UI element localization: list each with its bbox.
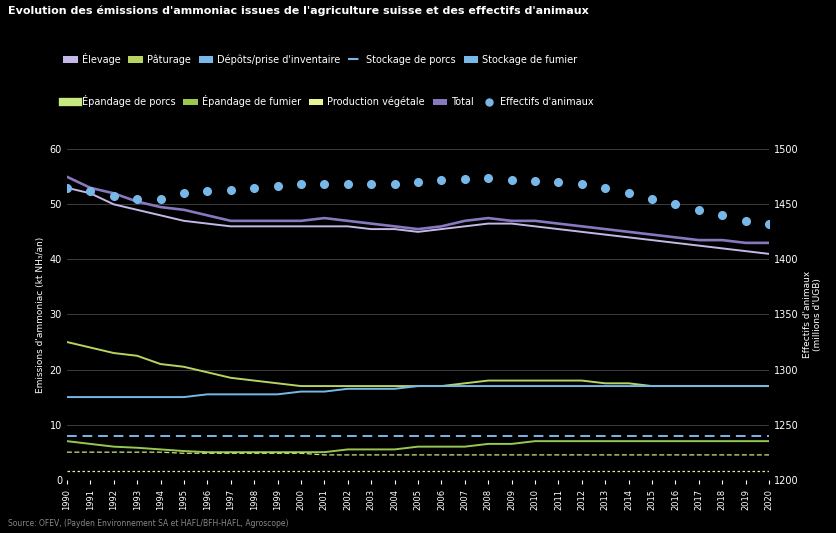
Text: Evolution des émissions d'ammoniac issues de l'agriculture suisse et des effecti: Evolution des émissions d'ammoniac issue… [8,5,589,16]
Legend: Élevage, Pâturage, Dépôts/prise d'inventaire, Stockage de porcs, Stockage de fum: Élevage, Pâturage, Dépôts/prise d'invent… [64,53,578,65]
Y-axis label: Emissions d'ammoniac (kt NH₃/an): Emissions d'ammoniac (kt NH₃/an) [37,236,45,393]
Text: Source: OFEV, (Payden Environnement SA et HAFL/BFH-HAFL, Agroscope): Source: OFEV, (Payden Environnement SA e… [8,519,289,528]
Y-axis label: Effectifs d'animaux
(millions d'UGB): Effectifs d'animaux (millions d'UGB) [803,271,823,358]
Legend: Épandage de porcs, Épandage de fumier, Production végétale, Total, Effectifs d'a: Épandage de porcs, Épandage de fumier, P… [64,95,594,108]
